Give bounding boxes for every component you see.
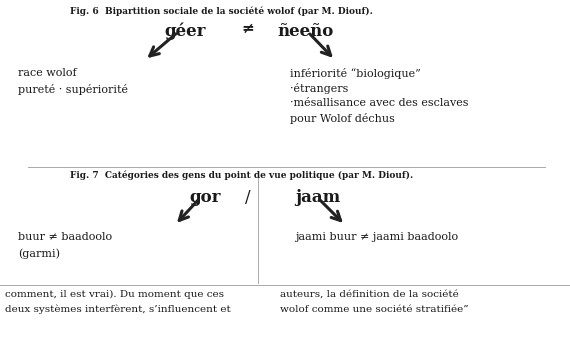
Text: gor: gor [189, 189, 221, 206]
Text: Fig. 6  Bipartition sociale de la société wolof (par M. Diouf).: Fig. 6 Bipartition sociale de la société… [70, 7, 373, 16]
Text: buur ≠ baadoolo: buur ≠ baadoolo [18, 232, 112, 242]
Text: ≠: ≠ [242, 22, 254, 36]
Text: race wolof: race wolof [18, 68, 76, 78]
Text: wolof comme une société stratifiée”: wolof comme une société stratifiée” [280, 305, 469, 314]
Text: Fig. 7  Catégories des gens du point de vue politique (par M. Diouf).: Fig. 7 Catégories des gens du point de v… [70, 171, 413, 181]
Text: /: / [245, 189, 251, 206]
Text: auteurs, la définition de la société: auteurs, la définition de la société [280, 290, 459, 299]
Text: jaami buur ≠ jaami baadoolo: jaami buur ≠ jaami baadoolo [295, 232, 458, 242]
Text: ·mésallisance avec des esclaves: ·mésallisance avec des esclaves [290, 98, 469, 108]
Text: ·étrangers: ·étrangers [290, 83, 348, 94]
Text: géer: géer [164, 23, 206, 41]
Text: jaam: jaam [295, 189, 340, 206]
Text: infériorité “biologique”: infériorité “biologique” [290, 68, 421, 79]
Text: (garmi): (garmi) [18, 248, 60, 259]
Text: deux systèmes interfèrent, s’influencent et: deux systèmes interfèrent, s’influencent… [5, 305, 231, 315]
Text: comment, il est vrai). Du moment que ces: comment, il est vrai). Du moment que ces [5, 290, 224, 299]
Text: pureté · supériorité: pureté · supériorité [18, 84, 128, 95]
Text: ñeeño: ñeeño [277, 23, 333, 40]
Text: pour Wolof déchus: pour Wolof déchus [290, 113, 395, 124]
